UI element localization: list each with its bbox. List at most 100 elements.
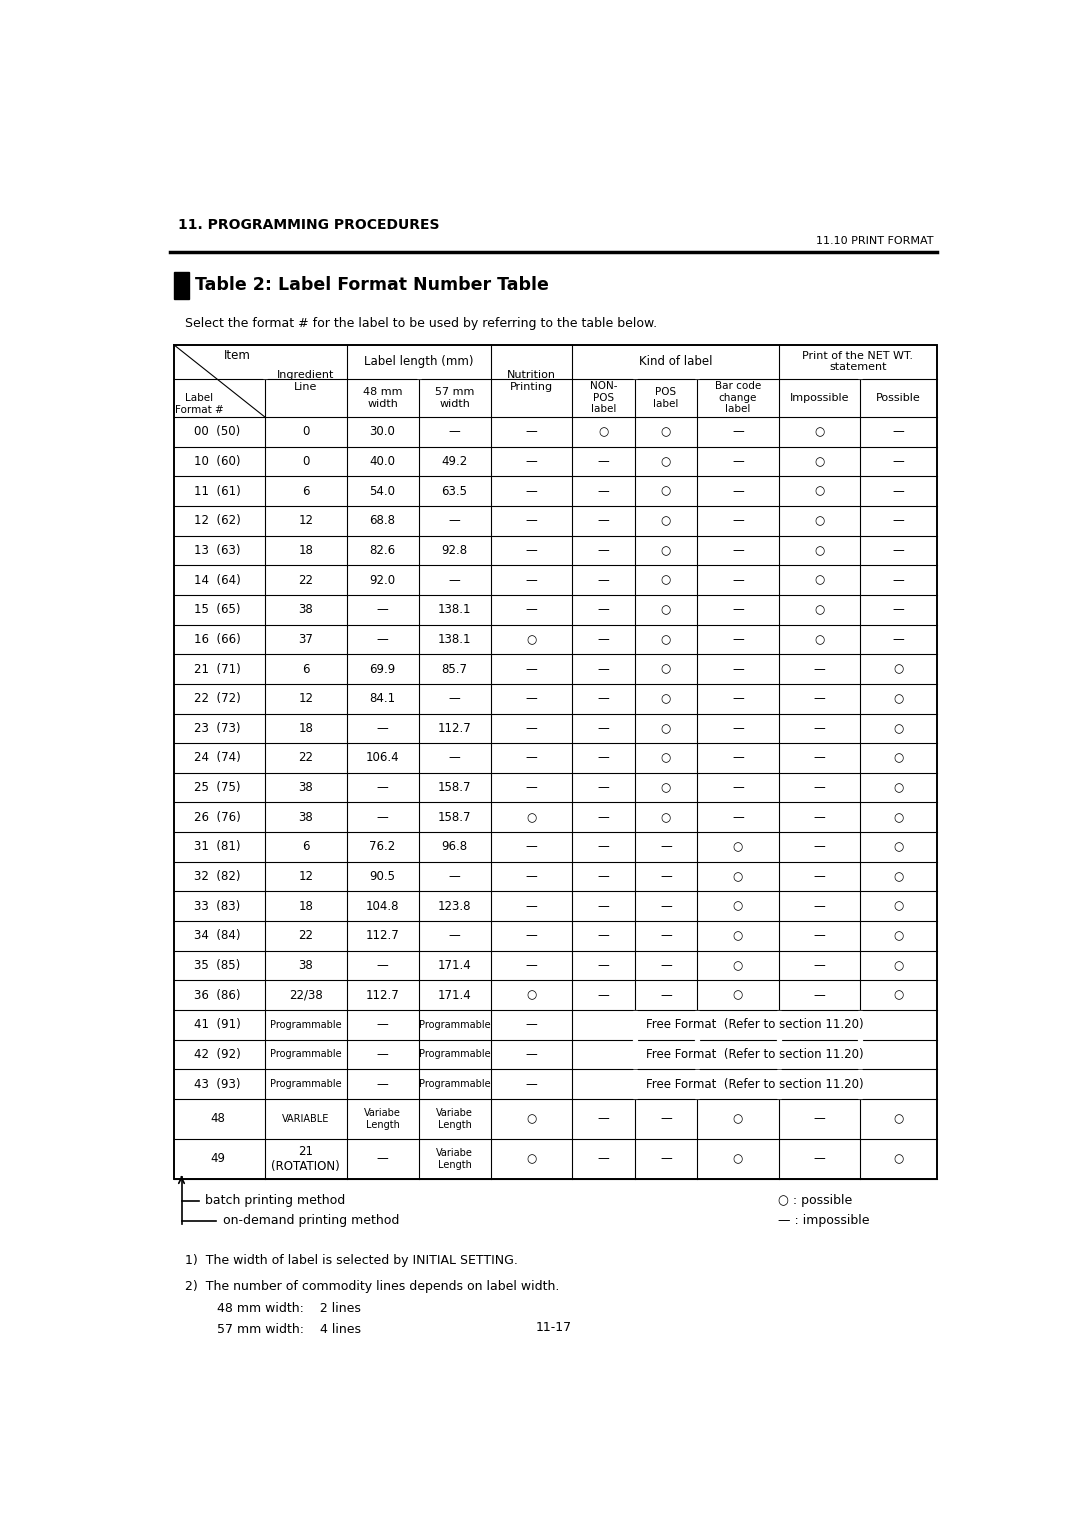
Text: 34  (84): 34 (84) bbox=[194, 929, 241, 942]
Text: 104.8: 104.8 bbox=[366, 900, 400, 913]
Text: ○: ○ bbox=[814, 454, 825, 468]
Text: ○: ○ bbox=[661, 662, 671, 676]
Text: —: — bbox=[732, 454, 744, 468]
Text: ○: ○ bbox=[814, 604, 825, 616]
Text: —: — bbox=[597, 454, 609, 468]
Text: —: — bbox=[448, 573, 460, 587]
Text: —: — bbox=[813, 781, 825, 795]
Text: —: — bbox=[448, 514, 460, 528]
Text: Label length (mm): Label length (mm) bbox=[364, 355, 473, 368]
Text: ○: ○ bbox=[814, 633, 825, 647]
Text: —: — bbox=[813, 1112, 825, 1125]
Text: 38: 38 bbox=[298, 811, 313, 824]
Bar bbox=[174, 345, 937, 1179]
Text: 48: 48 bbox=[211, 1112, 225, 1125]
Text: 84.1: 84.1 bbox=[369, 692, 395, 705]
Text: 23  (73): 23 (73) bbox=[194, 721, 241, 735]
Text: 63.5: 63.5 bbox=[442, 485, 468, 497]
Text: —: — bbox=[732, 752, 744, 764]
Text: Variabe
Length: Variabe Length bbox=[436, 1148, 473, 1170]
Text: ○: ○ bbox=[893, 692, 904, 705]
Text: —: — bbox=[813, 929, 825, 942]
Text: —: — bbox=[377, 633, 389, 647]
Text: —: — bbox=[597, 662, 609, 676]
Text: 22/38: 22/38 bbox=[289, 988, 323, 1002]
Bar bbox=[696, 346, 699, 378]
Text: ○: ○ bbox=[732, 1112, 743, 1125]
Text: ○: ○ bbox=[732, 1153, 743, 1165]
Text: —: — bbox=[526, 929, 538, 942]
Text: —: — bbox=[660, 840, 672, 854]
Text: ○: ○ bbox=[526, 811, 537, 824]
Text: —: — bbox=[732, 544, 744, 557]
Text: 36  (86): 36 (86) bbox=[194, 988, 241, 1002]
Text: ○: ○ bbox=[893, 959, 904, 971]
Text: —: — bbox=[526, 752, 538, 764]
Text: —: — bbox=[526, 425, 538, 438]
Text: —: — bbox=[448, 929, 460, 942]
Text: —: — bbox=[597, 752, 609, 764]
Text: 138.1: 138.1 bbox=[437, 604, 471, 616]
Text: NON-
POS
label: NON- POS label bbox=[590, 381, 617, 415]
Text: —: — bbox=[813, 692, 825, 705]
Text: Programmable: Programmable bbox=[270, 1080, 341, 1089]
Text: 92.0: 92.0 bbox=[369, 573, 395, 587]
Text: 37: 37 bbox=[298, 633, 313, 647]
Text: 18: 18 bbox=[298, 544, 313, 557]
Text: —: — bbox=[732, 811, 744, 824]
Text: —: — bbox=[526, 573, 538, 587]
Text: 6: 6 bbox=[302, 485, 310, 497]
Text: —: — bbox=[597, 485, 609, 497]
Text: —: — bbox=[893, 544, 905, 557]
Text: —: — bbox=[660, 900, 672, 913]
Text: ○: ○ bbox=[661, 692, 671, 705]
Text: —: — bbox=[448, 752, 460, 764]
Text: —: — bbox=[526, 454, 538, 468]
Text: ○: ○ bbox=[661, 485, 671, 497]
Text: 11  (61): 11 (61) bbox=[194, 485, 241, 497]
Text: Free Format  (Refer to section 11.20): Free Format (Refer to section 11.20) bbox=[646, 1048, 864, 1061]
Text: 00  (50): 00 (50) bbox=[194, 425, 241, 438]
Text: Nutrition
Printing: Nutrition Printing bbox=[507, 371, 556, 392]
Text: 22: 22 bbox=[298, 573, 313, 587]
Text: ○: ○ bbox=[661, 721, 671, 735]
Bar bbox=[859, 1040, 862, 1069]
Text: —: — bbox=[660, 1153, 672, 1165]
Text: ○: ○ bbox=[893, 752, 904, 764]
Text: —: — bbox=[732, 485, 744, 497]
Text: 25  (75): 25 (75) bbox=[194, 781, 241, 795]
Text: 11. PROGRAMMING PROCEDURES: 11. PROGRAMMING PROCEDURES bbox=[177, 218, 440, 232]
Bar bbox=[696, 1040, 699, 1069]
Text: 48 mm
width: 48 mm width bbox=[363, 387, 403, 409]
Text: ○: ○ bbox=[732, 840, 743, 854]
Text: 158.7: 158.7 bbox=[437, 781, 471, 795]
Text: —: — bbox=[526, 692, 538, 705]
Text: ○: ○ bbox=[661, 425, 671, 438]
Text: 42  (92): 42 (92) bbox=[194, 1048, 241, 1061]
Text: 68.8: 68.8 bbox=[369, 514, 395, 528]
Text: —: — bbox=[893, 573, 905, 587]
Text: —: — bbox=[526, 544, 538, 557]
Text: ○: ○ bbox=[814, 544, 825, 557]
Text: —: — bbox=[813, 900, 825, 913]
Text: 12: 12 bbox=[298, 514, 313, 528]
Bar bbox=[174, 273, 189, 299]
Text: 24  (74): 24 (74) bbox=[194, 752, 241, 764]
Text: 22: 22 bbox=[298, 752, 313, 764]
Bar bbox=[417, 346, 420, 378]
Text: 57 mm width:    4 lines: 57 mm width: 4 lines bbox=[186, 1324, 362, 1336]
Text: 38: 38 bbox=[298, 781, 313, 795]
Text: 48 mm width:    2 lines: 48 mm width: 2 lines bbox=[186, 1302, 361, 1315]
Text: Programmable: Programmable bbox=[419, 1020, 490, 1029]
Text: 90.5: 90.5 bbox=[369, 871, 395, 883]
Text: ○: ○ bbox=[814, 425, 825, 438]
Text: —: — bbox=[893, 454, 905, 468]
Text: 11.10 PRINT FORMAT: 11.10 PRINT FORMAT bbox=[815, 236, 933, 246]
Text: —: — bbox=[893, 514, 905, 528]
Text: Programmable: Programmable bbox=[419, 1080, 490, 1089]
Text: —: — bbox=[448, 692, 460, 705]
Text: 54.0: 54.0 bbox=[369, 485, 395, 497]
Text: 22: 22 bbox=[298, 929, 313, 942]
Text: 13  (63): 13 (63) bbox=[194, 544, 241, 557]
Text: —: — bbox=[732, 514, 744, 528]
